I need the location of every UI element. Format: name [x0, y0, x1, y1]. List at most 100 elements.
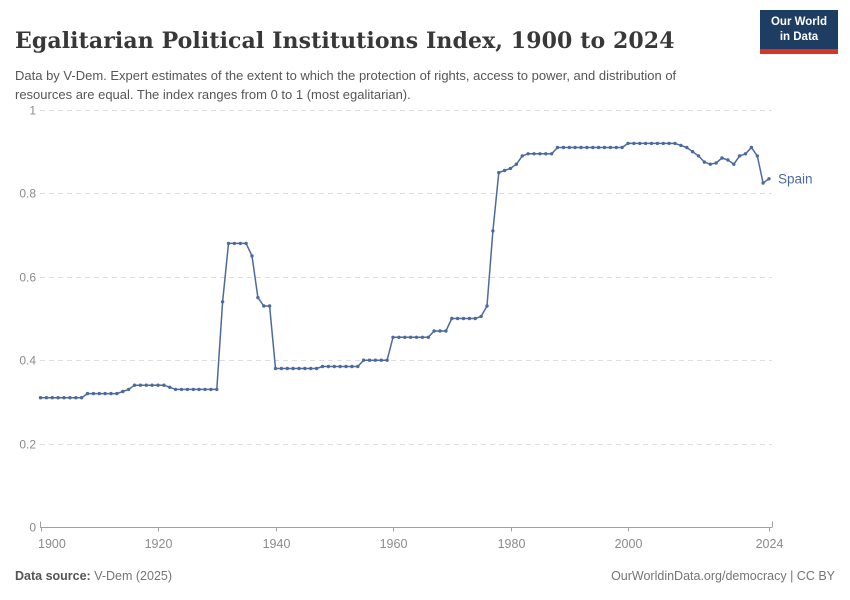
data-point[interactable]: [485, 304, 489, 308]
data-point[interactable]: [356, 364, 360, 369]
data-point[interactable]: [385, 358, 389, 362]
data-point[interactable]: [367, 358, 372, 362]
data-point[interactable]: [361, 358, 366, 362]
entity-label[interactable]: Spain: [778, 171, 813, 186]
data-point[interactable]: [162, 383, 166, 387]
data-point[interactable]: [403, 335, 407, 339]
data-point[interactable]: [720, 156, 724, 160]
series-line[interactable]: [40, 142, 770, 399]
data-point[interactable]: [38, 396, 43, 400]
data-point[interactable]: [626, 141, 630, 146]
data-point[interactable]: [614, 145, 618, 150]
data-point[interactable]: [467, 316, 472, 321]
data-point[interactable]: [68, 396, 72, 400]
data-point[interactable]: [391, 335, 395, 339]
data-point[interactable]: [749, 145, 754, 150]
data-point[interactable]: [532, 152, 536, 156]
data-point[interactable]: [502, 168, 507, 173]
data-point[interactable]: [638, 141, 642, 146]
data-point[interactable]: [191, 387, 195, 392]
data-point[interactable]: [726, 158, 730, 162]
data-point[interactable]: [673, 141, 677, 146]
data-point[interactable]: [761, 181, 765, 185]
data-point[interactable]: [309, 366, 313, 371]
data-point[interactable]: [661, 141, 665, 146]
data-point[interactable]: [426, 335, 430, 339]
data-point[interactable]: [197, 387, 201, 392]
data-point[interactable]: [755, 154, 759, 158]
data-point[interactable]: [538, 152, 542, 156]
data-point[interactable]: [508, 166, 513, 171]
data-point[interactable]: [767, 177, 771, 181]
data-point[interactable]: [185, 387, 190, 392]
data-point[interactable]: [491, 229, 495, 233]
data-point[interactable]: [179, 387, 184, 392]
data-point[interactable]: [115, 391, 119, 396]
data-point[interactable]: [314, 366, 319, 371]
data-point[interactable]: [350, 364, 354, 369]
data-point[interactable]: [420, 335, 425, 339]
data-point[interactable]: [203, 387, 207, 392]
data-point[interactable]: [655, 141, 660, 146]
data-point[interactable]: [690, 150, 695, 154]
data-point[interactable]: [215, 387, 219, 392]
data-point[interactable]: [743, 152, 748, 156]
data-point[interactable]: [338, 364, 342, 369]
data-point[interactable]: [303, 366, 307, 371]
data-point[interactable]: [632, 141, 636, 146]
data-point[interactable]: [232, 241, 237, 246]
data-point[interactable]: [320, 364, 325, 369]
data-point[interactable]: [220, 300, 225, 304]
data-point[interactable]: [444, 329, 448, 333]
data-point[interactable]: [696, 154, 701, 158]
data-point[interactable]: [267, 304, 272, 308]
data-point[interactable]: [549, 152, 554, 156]
data-point[interactable]: [209, 387, 213, 392]
data-point[interactable]: [132, 383, 137, 387]
data-point[interactable]: [567, 145, 571, 150]
data-point[interactable]: [344, 364, 348, 369]
data-point[interactable]: [285, 366, 289, 371]
data-point[interactable]: [168, 385, 172, 389]
data-point[interactable]: [714, 161, 718, 165]
data-point[interactable]: [373, 358, 378, 362]
data-point[interactable]: [326, 364, 331, 369]
data-point[interactable]: [103, 391, 107, 396]
data-point[interactable]: [397, 335, 401, 339]
data-point[interactable]: [608, 145, 613, 150]
data-point[interactable]: [432, 329, 436, 333]
data-point[interactable]: [121, 389, 125, 394]
data-point[interactable]: [238, 241, 242, 246]
data-point[interactable]: [256, 295, 260, 300]
data-point[interactable]: [79, 396, 84, 400]
data-point[interactable]: [732, 162, 736, 166]
data-point[interactable]: [85, 391, 90, 396]
data-point[interactable]: [332, 364, 336, 369]
data-point[interactable]: [461, 316, 466, 321]
data-point[interactable]: [579, 145, 583, 150]
data-point[interactable]: [585, 145, 589, 150]
credit-link[interactable]: OurWorldinData.org/democracy | CC BY: [611, 569, 835, 583]
data-point[interactable]: [44, 396, 49, 400]
data-point[interactable]: [602, 145, 607, 150]
data-point[interactable]: [109, 391, 113, 396]
data-point[interactable]: [473, 316, 477, 321]
data-point[interactable]: [555, 145, 560, 150]
data-point[interactable]: [679, 143, 683, 148]
data-point[interactable]: [97, 391, 102, 396]
data-point[interactable]: [708, 162, 712, 166]
data-point[interactable]: [520, 154, 524, 158]
data-point[interactable]: [297, 366, 301, 371]
data-point[interactable]: [514, 162, 519, 166]
data-point[interactable]: [74, 396, 78, 400]
data-point[interactable]: [262, 304, 266, 308]
data-point[interactable]: [544, 152, 548, 156]
data-point[interactable]: [226, 241, 231, 246]
data-point[interactable]: [497, 170, 501, 175]
data-point[interactable]: [408, 335, 413, 339]
data-point[interactable]: [150, 383, 154, 387]
data-point[interactable]: [279, 366, 284, 371]
data-point[interactable]: [273, 366, 278, 371]
data-point[interactable]: [561, 145, 566, 150]
data-point[interactable]: [62, 396, 66, 400]
